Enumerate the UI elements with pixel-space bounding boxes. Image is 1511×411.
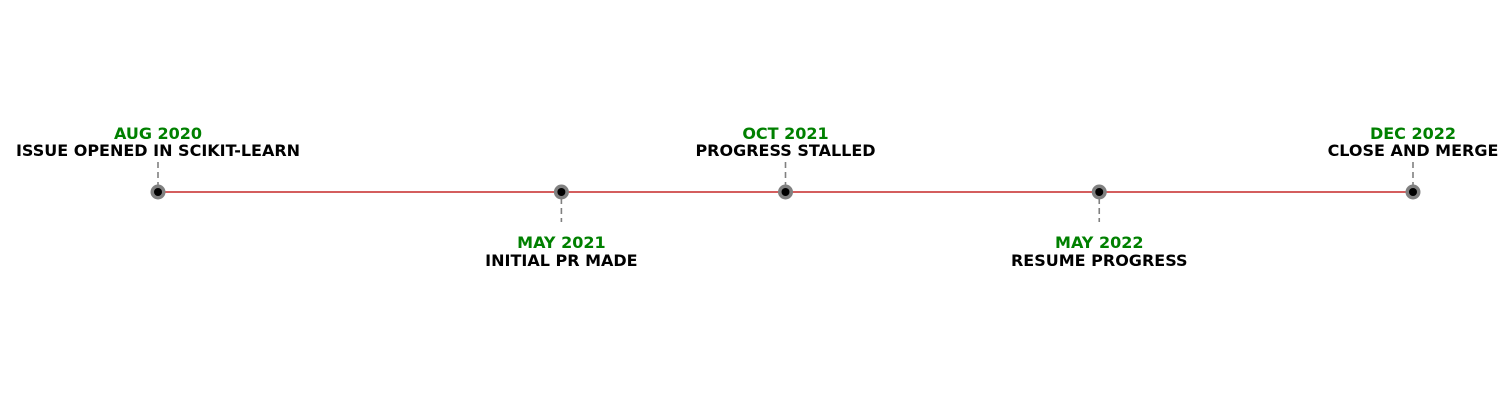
event-date: OCT 2021	[742, 124, 828, 143]
event-date: AUG 2020	[114, 124, 202, 143]
event-marker-inner	[1409, 188, 1417, 196]
event-label: PROGRESS STALLED	[695, 141, 875, 160]
event-marker-inner	[781, 188, 790, 196]
event-marker-inner	[557, 188, 566, 196]
event-label: INITIAL PR MADE	[485, 251, 637, 270]
event-date: DEC 2022	[1370, 124, 1456, 143]
event-date: MAY 2022	[1055, 233, 1143, 252]
event-label: RESUME PROGRESS	[1011, 251, 1188, 270]
event-date: MAY 2021	[517, 233, 605, 252]
event-marker-inner	[1095, 188, 1104, 196]
event-label: ISSUE OPENED IN SCIKIT-LEARN	[16, 141, 300, 160]
event-marker-inner	[154, 188, 162, 196]
event-label: CLOSE AND MERGE	[1328, 141, 1499, 160]
